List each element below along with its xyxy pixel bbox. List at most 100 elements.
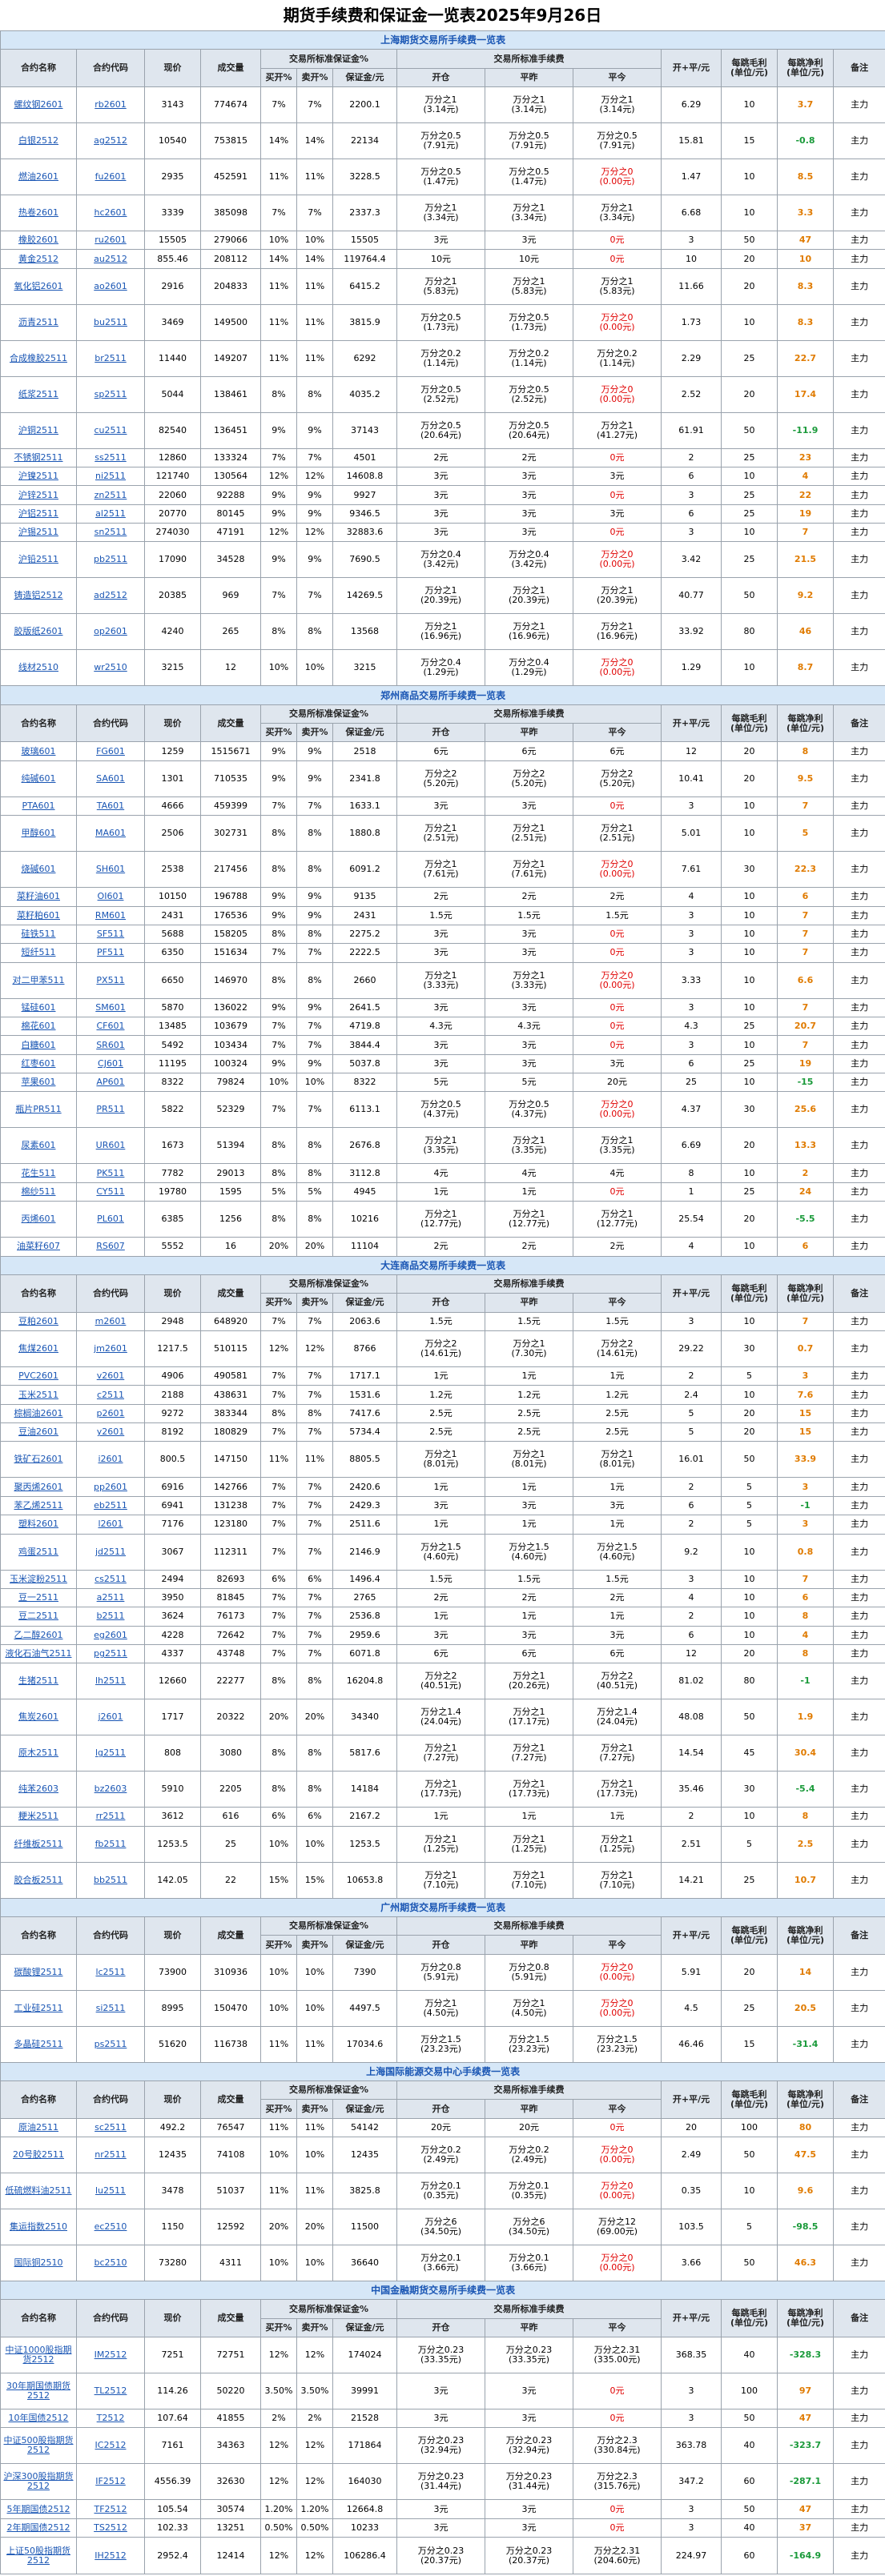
contract-code[interactable]: m2601 xyxy=(76,1311,145,1332)
contract-name[interactable]: 上证50股指期货2512 xyxy=(0,2537,77,2574)
contract-code[interactable]: jd2511 xyxy=(76,1533,145,1571)
contract-name[interactable]: 沪铜2511 xyxy=(0,411,77,449)
contract-name[interactable]: 聚丙烯2601 xyxy=(0,1477,77,1497)
contract-name[interactable]: 中证500股指期货2512 xyxy=(0,2427,77,2465)
contract-code[interactable]: a2511 xyxy=(76,1587,145,1608)
contract-name[interactable]: 5年期国债2512 xyxy=(0,2499,77,2519)
contract-code[interactable]: TF2512 xyxy=(76,2499,145,2519)
contract-name[interactable]: 棉花601 xyxy=(0,1016,77,1037)
contract-name[interactable]: 原油2511 xyxy=(0,2117,77,2138)
contract-code[interactable]: IF2512 xyxy=(76,2463,145,2501)
contract-name[interactable]: 沪锌2511 xyxy=(0,485,77,505)
contract-name[interactable]: 甲醇601 xyxy=(0,815,77,853)
contract-code[interactable]: PF511 xyxy=(76,943,145,963)
contract-name[interactable]: 焦煤2601 xyxy=(0,1330,77,1367)
contract-name[interactable]: 螺纹钢2601 xyxy=(0,86,77,124)
contract-code[interactable]: FG601 xyxy=(76,741,145,761)
contract-code[interactable]: si2511 xyxy=(76,1989,145,2027)
contract-name[interactable]: 红枣601 xyxy=(0,1053,77,1074)
contract-code[interactable]: lg2511 xyxy=(76,1735,145,1772)
contract-code[interactable]: rb2601 xyxy=(76,86,145,124)
contract-code[interactable]: l2601 xyxy=(76,1515,145,1535)
contract-code[interactable]: c2511 xyxy=(76,1385,145,1405)
contract-code[interactable]: RM601 xyxy=(76,905,145,925)
contract-code[interactable]: PX511 xyxy=(76,961,145,999)
contract-name[interactable]: 黄金2512 xyxy=(0,249,77,269)
contract-code[interactable]: TL2512 xyxy=(76,2373,145,2410)
contract-name[interactable]: 20号胶2511 xyxy=(0,2137,77,2174)
contract-code[interactable]: IH2512 xyxy=(76,2537,145,2574)
contract-code[interactable]: fu2601 xyxy=(76,158,145,196)
contract-name[interactable]: 瓶片PR511 xyxy=(0,1091,77,1129)
contract-code[interactable]: cs2511 xyxy=(76,1569,145,1589)
contract-name[interactable]: 生猪2511 xyxy=(0,1663,77,1700)
contract-name[interactable]: 玉米淀粉2511 xyxy=(0,1569,77,1589)
contract-code[interactable]: TS2512 xyxy=(76,2518,145,2538)
contract-code[interactable]: br2511 xyxy=(76,339,145,377)
contract-code[interactable]: nr2511 xyxy=(76,2137,145,2174)
contract-name[interactable]: 沪深300股指期货2512 xyxy=(0,2463,77,2501)
contract-code[interactable]: bu2511 xyxy=(76,303,145,341)
contract-code[interactable]: j2601 xyxy=(76,1699,145,1736)
contract-code[interactable]: SA601 xyxy=(76,760,145,797)
contract-code[interactable]: jm2601 xyxy=(76,1330,145,1367)
contract-code[interactable]: ad2512 xyxy=(76,577,145,615)
contract-name[interactable]: 豆一2511 xyxy=(0,1587,77,1608)
contract-name[interactable]: 焦炭2601 xyxy=(0,1699,77,1736)
contract-code[interactable]: SF511 xyxy=(76,924,145,945)
contract-code[interactable]: al2511 xyxy=(76,504,145,524)
contract-code[interactable]: SH601 xyxy=(76,851,145,889)
contract-name[interactable]: 乙二醇2601 xyxy=(0,1625,77,1646)
contract-name[interactable]: 玉米2511 xyxy=(0,1385,77,1405)
contract-name[interactable]: 胶合板2511 xyxy=(0,1861,77,1899)
contract-code[interactable]: IM2512 xyxy=(76,2337,145,2374)
contract-code[interactable]: lc2511 xyxy=(76,1953,145,1991)
contract-name[interactable]: 烧碱601 xyxy=(0,851,77,889)
contract-name[interactable]: 纯苯2603 xyxy=(0,1771,77,1808)
contract-name[interactable]: 豆粕2601 xyxy=(0,1311,77,1332)
contract-code[interactable]: RS607 xyxy=(76,1237,145,1257)
contract-name[interactable]: 菜籽油601 xyxy=(0,887,77,907)
contract-code[interactable]: cu2511 xyxy=(76,411,145,449)
contract-name[interactable]: 中证1000股指期货2512 xyxy=(0,2337,77,2374)
contract-name[interactable]: 液化石油气2511 xyxy=(0,1644,77,1664)
contract-code[interactable]: lh2511 xyxy=(76,1663,145,1700)
contract-name[interactable]: 苯乙烯2511 xyxy=(0,1495,77,1516)
contract-name[interactable]: 棕榈油2601 xyxy=(0,1403,77,1424)
contract-name[interactable]: 碳酸锂2511 xyxy=(0,1953,77,1991)
contract-name[interactable]: 沪铝2511 xyxy=(0,504,77,524)
contract-code[interactable]: b2511 xyxy=(76,1607,145,1627)
contract-name[interactable]: 工业硅2511 xyxy=(0,1989,77,2027)
contract-code[interactable]: pb2511 xyxy=(76,541,145,579)
contract-name[interactable]: 沪锡2511 xyxy=(0,523,77,543)
contract-code[interactable]: rr2511 xyxy=(76,1807,145,1827)
contract-name[interactable]: 对二甲苯511 xyxy=(0,961,77,999)
contract-code[interactable]: fb2511 xyxy=(76,1825,145,1863)
contract-code[interactable]: IC2512 xyxy=(76,2427,145,2465)
contract-name[interactable]: 塑料2601 xyxy=(0,1515,77,1535)
contract-name[interactable]: 硅铁511 xyxy=(0,924,77,945)
contract-name[interactable]: 尿素601 xyxy=(0,1127,77,1165)
contract-name[interactable]: 30年期国债期货2512 xyxy=(0,2373,77,2410)
contract-name[interactable]: 2年期国债2512 xyxy=(0,2518,77,2538)
contract-name[interactable]: 燃油2601 xyxy=(0,158,77,196)
contract-name[interactable]: 铸造铝2512 xyxy=(0,577,77,615)
contract-code[interactable]: ni2511 xyxy=(76,466,145,487)
contract-code[interactable]: sn2511 xyxy=(76,523,145,543)
contract-name[interactable]: 粳米2511 xyxy=(0,1807,77,1827)
contract-name[interactable]: 白糖601 xyxy=(0,1035,77,1055)
contract-code[interactable]: hc2601 xyxy=(76,195,145,231)
contract-name[interactable]: 胶版纸2601 xyxy=(0,613,77,651)
contract-code[interactable]: ag2512 xyxy=(76,122,145,160)
contract-name[interactable]: 玻璃601 xyxy=(0,741,77,761)
contract-name[interactable]: 橡胶2601 xyxy=(0,230,77,251)
contract-code[interactable]: PK511 xyxy=(76,1163,145,1183)
contract-name[interactable]: 苹果601 xyxy=(0,1073,77,1093)
contract-code[interactable]: pg2511 xyxy=(76,1644,145,1664)
contract-name[interactable]: 热卷2601 xyxy=(0,195,77,231)
contract-code[interactable]: op2601 xyxy=(76,613,145,651)
contract-code[interactable]: UR601 xyxy=(76,1127,145,1165)
contract-name[interactable]: 豆二2511 xyxy=(0,1607,77,1627)
contract-code[interactable]: ru2601 xyxy=(76,230,145,251)
contract-name[interactable]: 锰硅601 xyxy=(0,997,77,1017)
